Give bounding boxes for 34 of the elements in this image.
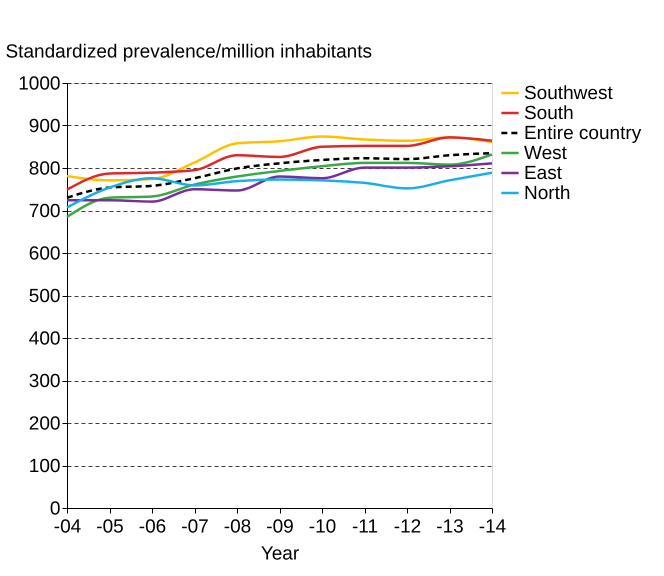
legend-label: South xyxy=(524,103,574,124)
y-tick-label: 100 xyxy=(28,456,60,477)
x-tick-label: -06 xyxy=(138,516,166,538)
line-series xyxy=(66,162,494,203)
line-series xyxy=(66,171,494,209)
y-tick-label: 500 xyxy=(28,286,60,307)
x-tick-label: -09 xyxy=(266,516,294,538)
x-tick-label: -04 xyxy=(54,516,82,538)
y-tick-label: 700 xyxy=(28,201,60,222)
y-tick-label: 900 xyxy=(28,116,60,137)
y-axis-title: Standardized prevalence/million inhabitants xyxy=(6,42,372,62)
x-tick-label: -12 xyxy=(394,516,422,538)
y-tick-label: 800 xyxy=(28,158,60,180)
line-series xyxy=(66,153,494,218)
legend-label: Southwest xyxy=(524,83,614,104)
line-series xyxy=(66,136,494,191)
x-tick-label: -11 xyxy=(352,516,378,538)
x-tick-label: -10 xyxy=(308,516,336,538)
x-tick-label: -14 xyxy=(478,516,507,538)
y-tick-label: 200 xyxy=(28,414,60,434)
x-tick-label: -08 xyxy=(224,516,252,538)
y-tick-label: 0 xyxy=(50,498,60,520)
x-tick-label: -05 xyxy=(96,516,124,538)
legend-label: East xyxy=(524,163,563,184)
legend-label: Entire country xyxy=(524,123,642,144)
legend-label: North xyxy=(524,183,570,204)
y-tick-label: 600 xyxy=(28,244,60,264)
y-tick-label: 300 xyxy=(28,371,60,392)
x-tick-label: -13 xyxy=(436,516,464,538)
x-tick-label: -07 xyxy=(181,516,209,538)
x-axis-title: Year xyxy=(260,544,300,564)
legend-label: West xyxy=(524,143,568,164)
y-tick-label: 400 xyxy=(28,328,60,350)
y-tick-label: 1000 xyxy=(18,74,60,94)
